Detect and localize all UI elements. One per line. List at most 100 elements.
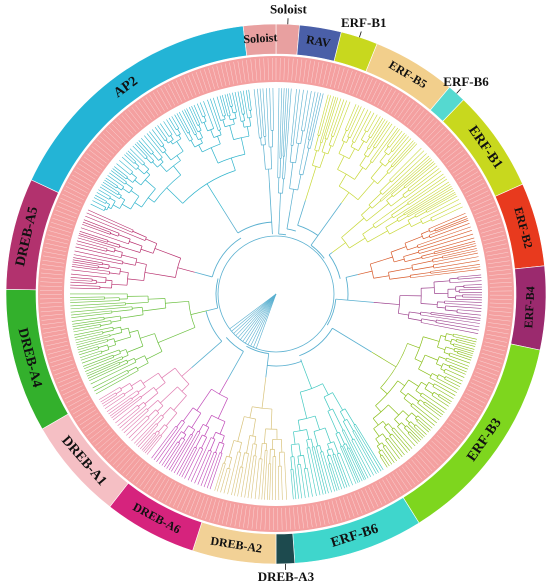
tree-branch: [319, 96, 334, 143]
leaf-label-tick: [382, 479, 394, 499]
tree-branch-arc: [110, 320, 112, 324]
leaf-label-tick: [440, 143, 458, 158]
leaf-label-tick: [400, 102, 414, 121]
tree-branch: [431, 312, 481, 319]
leaf-label-tick: [146, 473, 160, 492]
tree-branch-arc: [207, 128, 214, 132]
tree-branch-arc: [120, 327, 123, 333]
tree-branch: [453, 333, 478, 340]
tree-branch: [319, 152, 326, 168]
leaf-label-tick: [40, 281, 63, 283]
leaf-label-tick: [44, 247, 67, 252]
tree-branch: [114, 249, 123, 253]
tree-branch: [404, 236, 423, 244]
tree-branch-arc: [137, 330, 144, 347]
tree-branch: [170, 141, 173, 145]
leaf-label-tick: [247, 506, 251, 529]
leaf-label-tick: [419, 118, 435, 136]
tree-branch: [148, 197, 155, 203]
leaf-label-tick: [299, 59, 303, 82]
leaf-label-tick: [339, 498, 347, 520]
leaf-label-tick: [70, 399, 90, 411]
leaf-label-tick: [94, 142, 112, 158]
leaf-label-tick: [397, 99, 411, 119]
tree-branch: [332, 242, 346, 253]
leaf-label-tick: [487, 260, 510, 265]
leaf-label-tick: [112, 123, 128, 141]
leaf-label-tick: [43, 251, 66, 256]
tree-branch-arc: [410, 403, 413, 406]
tree-branch: [319, 445, 322, 453]
tree-branch-arc: [299, 328, 333, 357]
leaf-label-tick: [191, 73, 200, 95]
tree-branch: [433, 240, 476, 253]
tree-branch: [161, 367, 176, 379]
tree-branch: [196, 103, 203, 118]
leaf-label-tick: [183, 76, 193, 98]
tree-branch: [457, 274, 482, 278]
leaf-label-tick: [56, 205, 78, 215]
leaf-label-tick: [439, 431, 457, 447]
tree-branch: [298, 91, 316, 175]
tree-branch: [405, 418, 410, 424]
tree-branch: [422, 245, 477, 260]
tree-branch: [436, 377, 459, 390]
tree-branch: [191, 429, 196, 435]
leaf-label-tick: [350, 494, 359, 516]
tree-branch: [415, 390, 422, 395]
tree-branch: [217, 136, 221, 145]
tree-branch-arc: [192, 407, 202, 414]
leaf-label-tick: [72, 174, 92, 187]
tree-branch: [394, 419, 400, 425]
leaf-label-tick: [42, 325, 65, 330]
tree-branch-arc: [289, 188, 298, 191]
tree-branch: [417, 415, 433, 429]
tree-branch: [79, 231, 109, 241]
tree-branch: [203, 116, 207, 122]
tree-branch-arc: [396, 218, 399, 222]
tree-branch: [408, 189, 455, 218]
tree-branch: [446, 357, 469, 367]
tree-branch: [143, 432, 160, 452]
tree-branch: [125, 182, 133, 189]
tree-branch: [290, 88, 297, 146]
tree-branch-arc: [113, 338, 117, 345]
tree-branch: [190, 140, 196, 148]
leaf-label-tick: [58, 201, 80, 211]
tree-branch: [260, 443, 263, 459]
tree-branch: [332, 327, 372, 353]
tree-branch: [260, 137, 262, 146]
leaf-label-tick: [149, 94, 162, 114]
tree-branch-arc: [141, 188, 156, 208]
leaf-label-tick: [346, 495, 355, 517]
tree-branch-arc: [219, 441, 225, 445]
tree-branch: [227, 351, 244, 380]
tree-branch: [210, 98, 222, 130]
tree-branch: [364, 112, 375, 131]
tree-branch: [119, 245, 141, 253]
tree-branch: [329, 454, 343, 490]
tree-branch: [310, 202, 342, 246]
tree-branch: [177, 267, 195, 273]
tree-branch: [375, 438, 380, 445]
tree-branch-arc: [125, 176, 128, 180]
tree-branch: [371, 351, 397, 368]
tree-branch: [412, 266, 434, 271]
tree-branch-arc: [126, 370, 129, 373]
tree-branch: [307, 468, 313, 497]
tree-branch: [446, 333, 454, 336]
tree-branch: [112, 397, 142, 421]
tree-branch: [179, 446, 195, 477]
tree-branch: [389, 223, 410, 235]
tree-branch: [113, 326, 121, 330]
tree-branch: [234, 92, 242, 122]
tree-branch: [341, 445, 359, 484]
tree-branch: [322, 451, 335, 492]
tree-branch: [415, 211, 427, 218]
tree-branch: [421, 392, 447, 410]
tree-branch: [250, 293, 277, 347]
tree-branch-arc: [398, 295, 401, 314]
tree-branch: [293, 456, 299, 499]
tree-branch: [365, 161, 372, 170]
tree-branch: [135, 423, 157, 446]
